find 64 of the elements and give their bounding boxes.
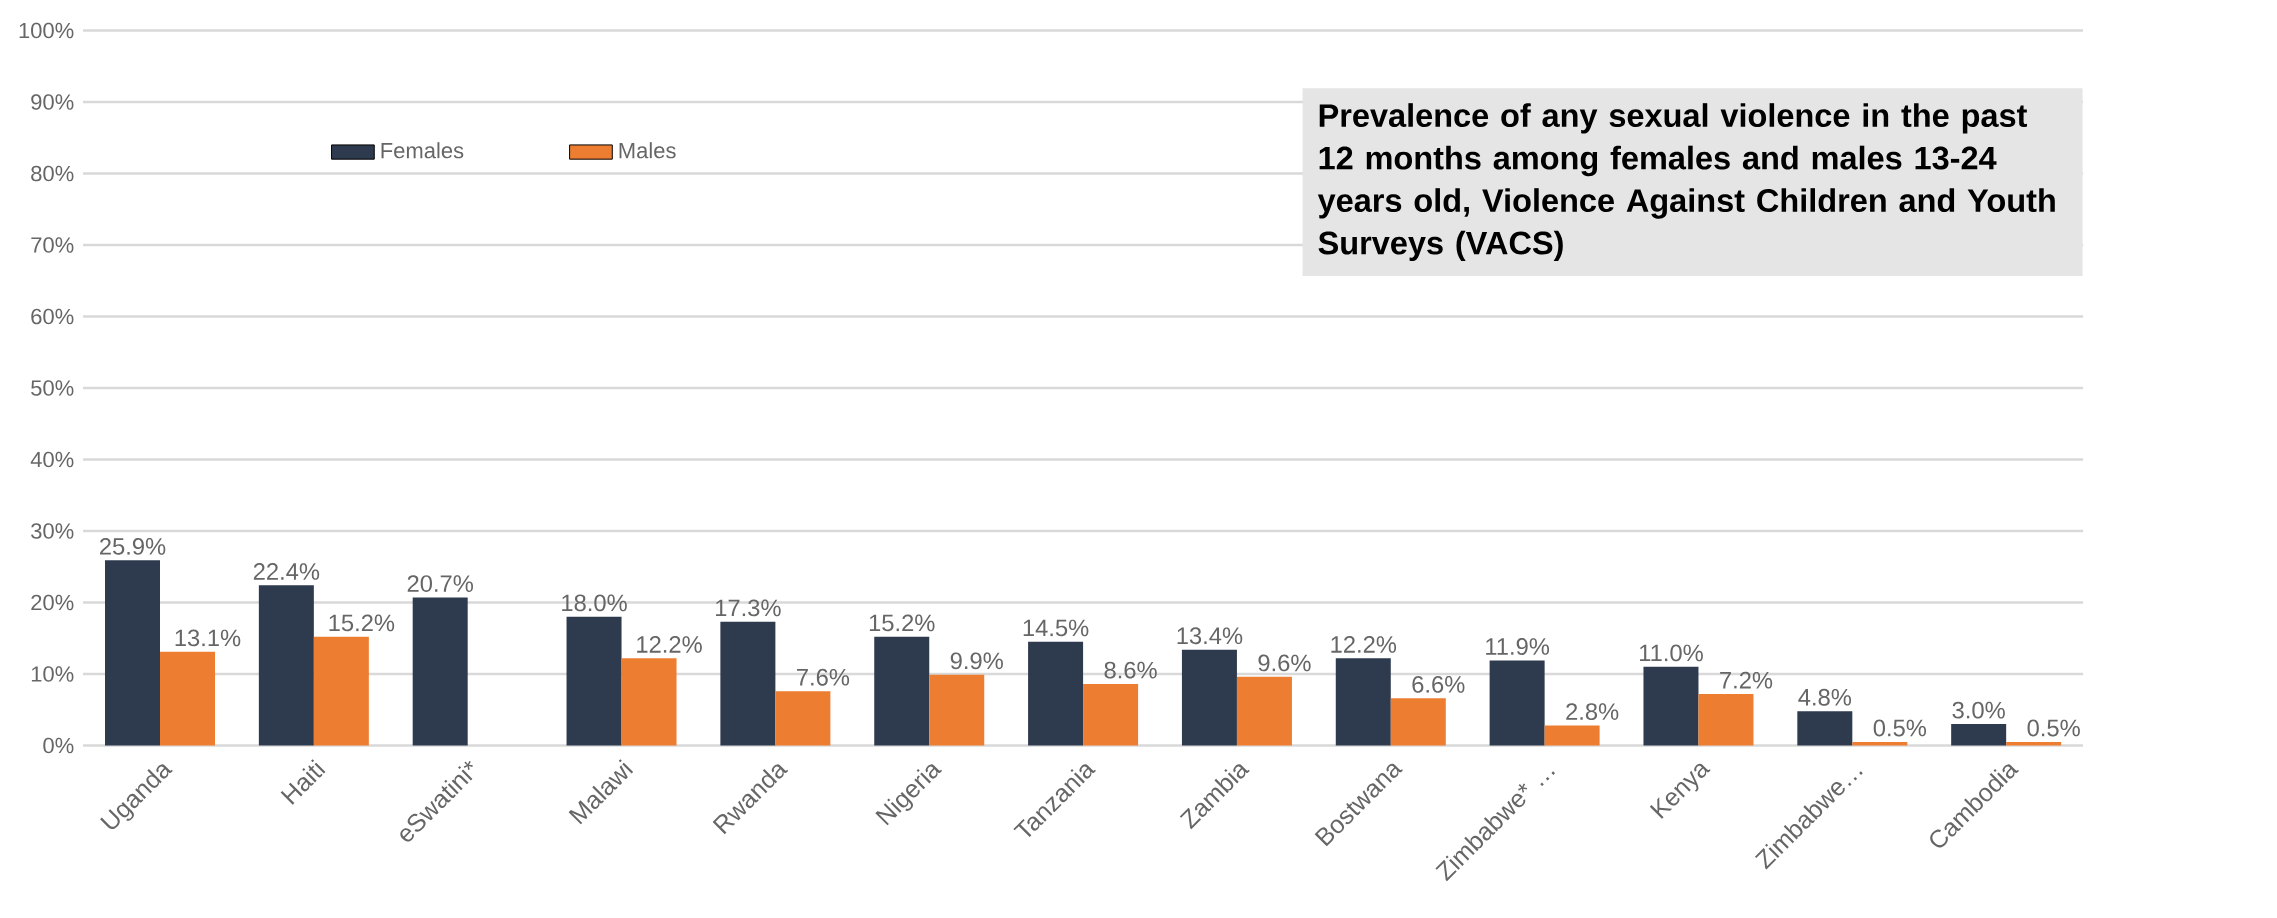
y-tick-label: 30% xyxy=(31,523,74,539)
bar xyxy=(160,651,215,746)
bar xyxy=(1028,641,1084,746)
y-tick-label: 80% xyxy=(31,165,74,182)
data-label: 14.5% xyxy=(1023,619,1089,637)
bar xyxy=(313,636,369,746)
y-tick-label: 90% xyxy=(31,94,74,110)
bar xyxy=(1236,676,1292,746)
y-tick-label: 100% xyxy=(19,22,74,39)
bar xyxy=(566,616,622,746)
y-tick-label: 70% xyxy=(31,237,74,253)
bar xyxy=(105,560,160,746)
data-label: 3.0% xyxy=(1952,701,2005,719)
data-label: 17.3% xyxy=(716,599,781,617)
y-tick-label: 60% xyxy=(31,308,74,325)
bar xyxy=(412,597,468,746)
data-label: 18.0% xyxy=(562,594,627,612)
bar xyxy=(2006,741,2062,746)
bar xyxy=(621,658,677,746)
bar xyxy=(1181,649,1237,746)
data-label: 7.2% xyxy=(1720,671,1773,689)
data-label: 11.0% xyxy=(1639,644,1703,662)
bar xyxy=(1544,725,1600,746)
data-label: 25.9% xyxy=(100,538,166,555)
y-tick-label: 0% xyxy=(43,737,74,754)
data-label: 13.4% xyxy=(1177,627,1243,645)
bar xyxy=(258,585,314,746)
y-tick-label: 50% xyxy=(31,380,74,396)
data-label: 6.6% xyxy=(1412,675,1465,693)
y-tick-label: 20% xyxy=(31,594,74,611)
data-label: 7.6% xyxy=(797,668,850,686)
data-label: 2.8% xyxy=(1566,703,1619,720)
data-label: 13.1% xyxy=(175,629,241,647)
data-label: 0.5% xyxy=(2027,719,2080,737)
text: Prevalence of any sexual violence in the past 12 months among females and males 13-24 years old, Violence Against Children and Youth Surveys (VACS) xyxy=(1317,103,2055,261)
bar xyxy=(720,621,776,746)
data-label: 4.8% xyxy=(1798,688,1852,706)
y-tick-label: 10% xyxy=(31,666,74,682)
bar xyxy=(874,636,930,746)
data-label: 9.6% xyxy=(1258,654,1311,672)
data-label: 20.7% xyxy=(407,575,474,592)
bar xyxy=(929,674,985,746)
data-label: 15.2% xyxy=(329,614,395,632)
bar xyxy=(1083,684,1139,746)
y-tick-label: 40% xyxy=(30,451,74,468)
data-label: 9.9% xyxy=(950,652,1003,670)
data-label: 12.2% xyxy=(1331,636,1397,653)
data-label: 12.2% xyxy=(637,636,702,653)
data-label: 15.2% xyxy=(869,614,935,632)
legend-label: Males xyxy=(619,142,676,159)
bar xyxy=(1698,694,1754,746)
bar xyxy=(1643,666,1699,746)
bar xyxy=(775,691,831,746)
data-label: 22.4% xyxy=(253,563,320,580)
data-label: 0.5% xyxy=(1873,719,1927,737)
bar xyxy=(1489,660,1545,746)
bar xyxy=(1390,698,1446,746)
bar xyxy=(1335,658,1391,746)
bar xyxy=(1852,741,1908,746)
legend-label: Females xyxy=(381,142,464,159)
bar xyxy=(1951,724,2007,746)
bar xyxy=(1797,711,1853,746)
data-label: 8.6% xyxy=(1104,661,1157,679)
data-label: 11.9% xyxy=(1486,638,1550,655)
